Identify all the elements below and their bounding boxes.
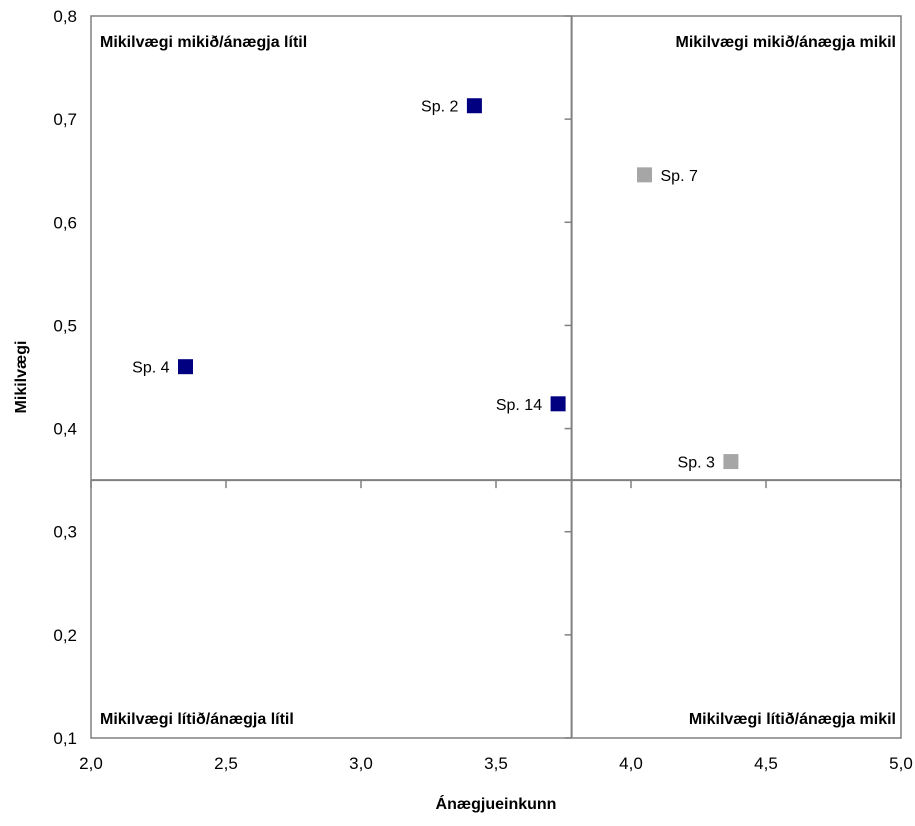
x-tick-label: 4,5 [754,754,778,773]
y-tick-label: 0,8 [53,7,77,26]
data-point-label: Sp. 3 [678,455,715,472]
data-point-label: Sp. 4 [132,360,169,377]
y-axis-title: Mikilvægi [13,341,30,414]
data-point-label: Sp. 2 [421,99,458,116]
x-tick-label: 3,5 [484,754,508,773]
y-tick-label: 0,1 [53,729,77,748]
y-tick-label: 0,7 [53,110,77,129]
y-tick-label: 0,5 [53,316,77,335]
y-tick-label: 0,6 [53,213,77,232]
quadrant-label-top-right: Mikilvægi mikið/ánægja mikil [675,34,896,51]
data-point-marker [550,396,566,412]
quadrant-label-top-left: Mikilvægi mikið/ánægja lítil [100,34,307,51]
y-tick-label: 0,3 [53,523,77,542]
quadrant-label-bottom-left: Mikilvægi lítið/ánægja lítil [100,711,294,728]
y-tick-label: 0,2 [53,626,77,645]
data-point-marker [723,454,739,470]
x-axis-title: Ánægjueinkunn [436,794,557,813]
y-tick-label: 0,4 [53,420,77,439]
data-point-marker [178,359,193,375]
x-tick-label: 3,0 [349,754,373,773]
x-tick-label: 2,0 [79,754,103,773]
data-point-marker [637,167,652,183]
x-tick-label: 2,5 [214,754,238,773]
data-point-marker [466,98,482,114]
data-point-label: Sp. 7 [661,168,698,185]
x-tick-label: 5,0 [889,754,913,773]
plot-area-border [90,15,902,739]
x-tick-label: 4,0 [619,754,643,773]
quadrant-label-bottom-right: Mikilvægi lítið/ánægja mikil [689,711,896,728]
data-point-label: Sp. 14 [496,397,542,414]
